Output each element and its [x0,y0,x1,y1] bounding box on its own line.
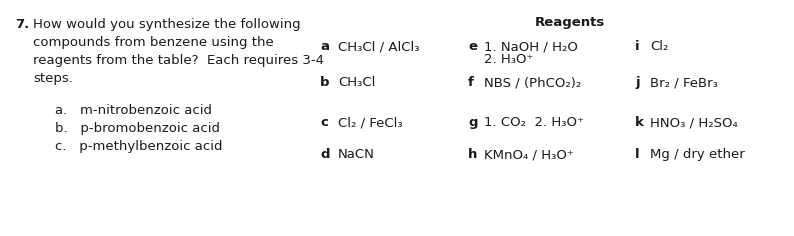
Text: b: b [320,76,330,89]
Text: NaCN: NaCN [338,148,375,161]
Text: b.   p-bromobenzoic acid: b. p-bromobenzoic acid [55,122,220,135]
Text: compounds from benzene using the: compounds from benzene using the [33,36,274,49]
Text: k: k [635,116,644,129]
Text: c: c [320,116,328,129]
Text: i: i [635,40,640,53]
Text: HNO₃ / H₂SO₄: HNO₃ / H₂SO₄ [650,116,738,129]
Text: j: j [635,76,640,89]
Text: KMnO₄ / H₃O⁺: KMnO₄ / H₃O⁺ [484,148,574,161]
Text: Mg / dry ether: Mg / dry ether [650,148,745,161]
Text: f: f [468,76,474,89]
Text: Cl₂ / FeCl₃: Cl₂ / FeCl₃ [338,116,403,129]
Text: Cl₂: Cl₂ [650,40,669,53]
Text: Reagents: Reagents [535,16,605,29]
Text: 1. CO₂  2. H₃O⁺: 1. CO₂ 2. H₃O⁺ [484,116,584,129]
Text: 2. H₃O⁺: 2. H₃O⁺ [484,53,534,66]
Text: 1. NaOH / H₂O: 1. NaOH / H₂O [484,40,578,53]
Text: NBS / (PhCO₂)₂: NBS / (PhCO₂)₂ [484,76,581,89]
Text: a.   m-nitrobenzoic acid: a. m-nitrobenzoic acid [55,104,212,117]
Text: 7.: 7. [15,18,29,31]
Text: h: h [468,148,477,161]
Text: e: e [468,40,477,53]
Text: a: a [320,40,329,53]
Text: d: d [320,148,330,161]
Text: How would you synthesize the following: How would you synthesize the following [33,18,301,31]
Text: CH₃Cl: CH₃Cl [338,76,376,89]
Text: Br₂ / FeBr₃: Br₂ / FeBr₃ [650,76,718,89]
Text: reagents from the table?  Each requires 3-4: reagents from the table? Each requires 3… [33,54,324,67]
Text: l: l [635,148,640,161]
Text: g: g [468,116,477,129]
Text: c.   p-methylbenzoic acid: c. p-methylbenzoic acid [55,140,222,153]
Text: steps.: steps. [33,72,73,85]
Text: CH₃Cl / AlCl₃: CH₃Cl / AlCl₃ [338,40,419,53]
